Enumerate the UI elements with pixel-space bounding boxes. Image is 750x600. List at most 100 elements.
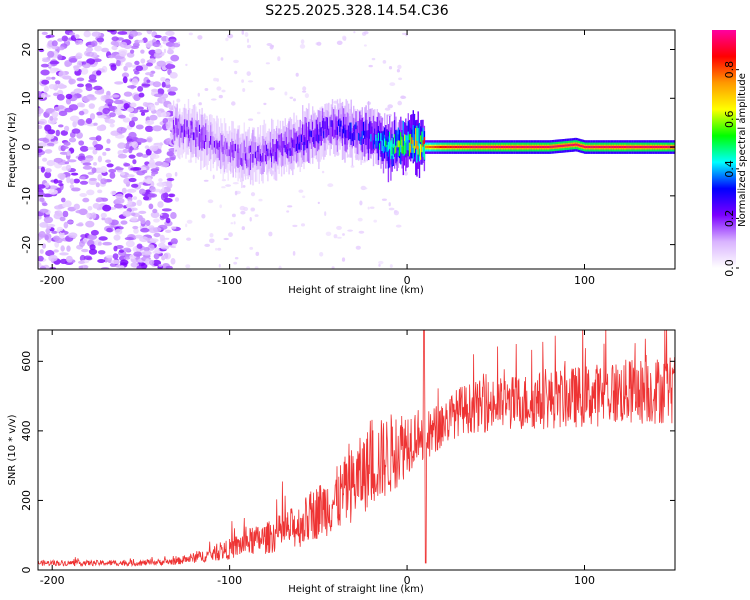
spectrogram-noise-cell	[130, 262, 140, 268]
spectrogram-signal-cell	[355, 122, 357, 130]
spectrogram-noise-cell	[177, 41, 180, 45]
spectrogram-signal-cell	[567, 144, 570, 147]
spectrogram-signal-cell	[644, 146, 647, 148]
spectrogram-noise-cell	[397, 64, 402, 70]
spectrogram-signal-cell	[611, 146, 613, 148]
spectrogram-noise-cell	[41, 79, 50, 85]
spectrogram-noise-cell	[148, 203, 154, 210]
spectrogram-signal-cell	[217, 143, 219, 150]
spectrogram-signal-cell	[626, 146, 628, 148]
spectrogram-signal-cell	[220, 140, 222, 149]
spectrogram-noise-cell	[319, 252, 324, 257]
spectrogram-noise-cell	[92, 203, 100, 209]
spectrogram-noise-cell	[378, 260, 384, 265]
spectrogram-noise-cell	[64, 125, 70, 132]
spectrogram-signal-cell	[365, 119, 367, 137]
spectrogram-signal-cell	[218, 127, 221, 155]
spectrogram-noise-cell	[140, 227, 150, 233]
spectrogram-signal-cell	[417, 128, 419, 149]
spectrogram-signal-cell	[456, 146, 458, 148]
spectrogram-signal-cell	[407, 131, 409, 140]
spectrogram-noise-cell	[91, 167, 97, 174]
spectrogram-signal-cell	[335, 119, 337, 135]
spectrogram-signal-cell	[262, 153, 264, 162]
spectrogram-signal-cell	[657, 146, 659, 148]
spectrogram-noise-cell	[79, 193, 88, 197]
spectrogram-signal-cell	[607, 146, 609, 148]
spectrogram-noise-cell	[127, 200, 133, 206]
spectrogram-noise-cell	[154, 101, 160, 106]
spectrogram-signal-cell	[194, 123, 196, 141]
spectrogram-signal-cell	[585, 146, 587, 148]
spectrogram-signal-cell	[288, 121, 290, 158]
spectrogram-signal-cell	[304, 137, 306, 145]
spectrogram-signal-cell	[226, 142, 228, 149]
spectrogram-noise-cell	[74, 34, 80, 39]
spectrogram-noise-cell	[350, 165, 355, 168]
spectrogram-noise-cell	[233, 221, 236, 225]
spectrogram-noise-cell	[95, 182, 100, 188]
spectrogram-signal-cell	[484, 146, 486, 148]
spectrogram-signal-cell	[285, 136, 288, 154]
spectrogram-signal-cell	[280, 148, 283, 156]
spectrogram-signal-cell	[434, 146, 437, 148]
spectrogram-noise-cell	[153, 253, 160, 260]
spectrogram-noise-cell	[284, 91, 288, 96]
spectrogram-signal-cell	[212, 136, 214, 144]
spectrogram-noise-cell	[221, 89, 226, 93]
spectrogram-noise-cell	[58, 110, 68, 117]
spectrogram-noise-cell	[231, 101, 236, 106]
spectrogram-signal-cell	[600, 146, 602, 148]
spectrogram-signal-cell	[203, 126, 206, 146]
spectrogram-signal-cell	[367, 130, 370, 139]
spectrogram-signal-cell	[283, 141, 285, 148]
spectrogram-noise-cell	[156, 60, 167, 67]
spectrogram-noise-cell	[113, 203, 124, 209]
spectrogram-signal-cell	[524, 146, 526, 148]
spectrogram-noise-cell	[197, 35, 203, 40]
spectrogram-noise-cell	[46, 142, 55, 147]
spectrogram-signal-cell	[483, 146, 485, 148]
spectrogram-noise-cell	[246, 38, 250, 43]
spectrogram-signal-cell	[559, 145, 561, 148]
spectrogram-signal-cell	[201, 127, 203, 136]
spectrogram-noise-cell	[93, 144, 104, 151]
spectrogram-noise-cell	[95, 135, 102, 142]
spectrogram-signal-cell	[267, 148, 269, 157]
spectrogram-signal-cell	[392, 147, 395, 155]
spectrogram-signal-cell	[254, 142, 257, 158]
spectrogram-noise-cell	[132, 225, 139, 230]
spectrogram-signal-cell	[184, 129, 186, 137]
spectrogram-noise-cell	[389, 82, 396, 86]
spectrogram-signal-cell	[454, 146, 457, 148]
spectrogram-signal-cell	[186, 121, 188, 148]
spectrogram-noise-cell	[133, 251, 142, 257]
spectrogram-noise-cell	[402, 32, 407, 36]
spectrogram-noise-cell	[38, 262, 42, 268]
spectrogram-noise-cell	[107, 55, 116, 59]
spectrogram-noise-cell	[44, 171, 52, 179]
spectrogram-signal-cell	[610, 146, 612, 148]
spectrogram-noise-cell	[342, 35, 347, 41]
spectrogram-noise-cell	[78, 110, 85, 116]
spectrogram-signal-cell	[384, 138, 386, 146]
spectrogram-noise-cell	[170, 238, 178, 245]
spectrogram-signal-cell	[493, 146, 495, 148]
spectrogram-noise-cell	[94, 45, 102, 52]
spectrogram-signal-cell	[651, 146, 653, 148]
spectrogram-noise-cell	[298, 189, 304, 193]
spectrogram-signal-cell	[200, 133, 202, 143]
spectrogram-noise-cell	[234, 190, 238, 196]
spectrogram-noise-cell	[86, 212, 91, 219]
spectrogram-noise-cell	[382, 60, 387, 64]
spectrogram-noise-cell	[217, 247, 222, 251]
spectrogram-noise-cell	[77, 155, 86, 162]
spectrogram-signal-cell	[504, 146, 506, 148]
spectrogram-noise-cell	[73, 88, 83, 94]
colorbar-tick-label: 0.0	[723, 259, 736, 277]
spectrogram-noise-cell	[42, 157, 48, 162]
spectrogram-signal-cell	[449, 146, 452, 148]
spectrogram-noise-cell	[75, 53, 82, 60]
